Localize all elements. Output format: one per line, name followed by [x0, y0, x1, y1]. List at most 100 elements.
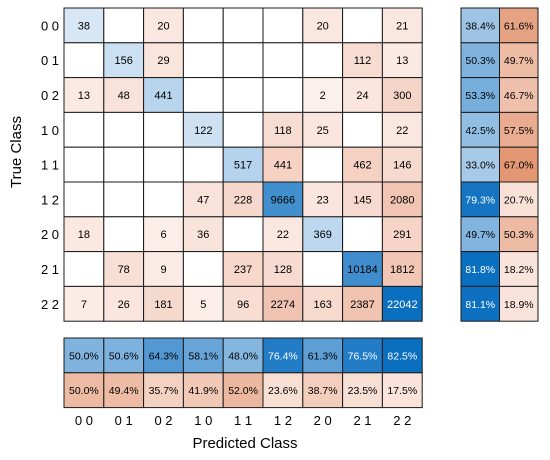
row-summary-correct-label: 81.8% [465, 264, 495, 276]
matrix-cell [63, 7, 105, 44]
predicted-class-tick-labels: 0 0 0 1 0 2 1 0 1 1 1 2 2 0 2 1 2 2 [75, 413, 411, 428]
row-summary-incorrect-label: 61.6% [504, 20, 534, 32]
matrix-cell-value: 24 [356, 90, 368, 102]
column-summary-incorrect-cell [262, 372, 304, 409]
matrix-cell-value: 369 [314, 229, 332, 241]
matrix-cell [222, 216, 264, 253]
matrix-cell-value: 22042 [387, 299, 418, 311]
matrix-cell-value: 47 [197, 194, 209, 206]
column-summary-correct-cell [103, 337, 145, 374]
matrix-cell [342, 181, 383, 218]
matrix-cell [182, 7, 224, 44]
column-summary-incorrect-cell [63, 372, 105, 409]
matrix-cell [182, 42, 224, 79]
matrix-cell-value: 441 [274, 160, 292, 172]
matrix-cell [302, 42, 344, 79]
matrix-cell-value: 118 [274, 125, 292, 137]
matrix-cell-value: 13 [396, 55, 408, 67]
matrix-cell [63, 285, 105, 322]
matrix-cell [63, 181, 105, 218]
row-summary-incorrect-label: 57.5% [504, 125, 534, 137]
matrix-cell [381, 111, 423, 148]
true-class-tick-labels: 0 0 0 1 0 2 1 0 1 1 1 2 2 0 2 1 2 2 [41, 18, 59, 311]
row-summary-correct-cell [460, 7, 500, 44]
matrix-cell [302, 77, 344, 113]
matrix-cell-value: 9 [160, 264, 166, 276]
matrix-cell-value: 25 [317, 125, 329, 137]
column-summary-correct-label: 48.0% [228, 350, 258, 362]
y-tick-label: 2 2 [41, 297, 59, 312]
row-summary-incorrect-label: 18.2% [504, 264, 534, 276]
matrix-cell-value: 2080 [390, 194, 414, 206]
matrix-cell-value: 20 [317, 20, 329, 32]
row-summary-incorrect-cell [499, 251, 539, 287]
matrix-cell-value: 291 [393, 229, 411, 241]
column-summary-correct-cell [222, 337, 264, 374]
matrix-cell-value: 20 [157, 20, 169, 32]
x-tick-label: 2 0 [314, 413, 332, 428]
matrix-cell [143, 146, 184, 183]
confusion-matrix-grid: 38 20 20 21 156 29 112 13 13 48 441 2 24 300 122 118 25 2… [63, 7, 423, 322]
matrix-cell-value: 6 [160, 229, 166, 241]
matrix-cell [302, 285, 344, 322]
column-summary-correct-cell [342, 337, 383, 374]
x-axis-label: Predicted Class [192, 435, 297, 452]
x-tick-label: 0 2 [154, 413, 172, 428]
matrix-cell [262, 42, 304, 79]
matrix-cell-value: 78 [118, 264, 130, 276]
column-summary-incorrect-label: 52.0% [228, 385, 258, 397]
matrix-cell-value: 5 [200, 299, 206, 311]
matrix-cell [63, 216, 105, 253]
matrix-cell-value: 10184 [347, 264, 378, 276]
matrix-cell [143, 7, 184, 44]
matrix-cell [302, 251, 344, 287]
matrix-cell-value: 163 [314, 299, 332, 311]
matrix-cell [143, 181, 184, 218]
row-summary-incorrect-label: 18.9% [504, 299, 534, 311]
matrix-cell [182, 146, 224, 183]
matrix-cell-value: 26 [118, 299, 130, 311]
column-summary-correct-label: 76.5% [348, 350, 378, 362]
row-summary-incorrect-label: 67.0% [504, 160, 534, 172]
row-summary-correct-cell [460, 285, 500, 322]
matrix-cell [103, 146, 145, 183]
matrix-cell [342, 285, 383, 322]
matrix-cell-value: 9666 [271, 194, 295, 206]
matrix-cell [262, 111, 304, 148]
matrix-cell-value: 2387 [350, 299, 374, 311]
matrix-cell [222, 285, 264, 322]
matrix-cell [222, 42, 264, 79]
column-summary-correct-label: 50.6% [109, 350, 139, 362]
column-summary-correct-label: 82.5% [387, 350, 417, 362]
matrix-cell [381, 42, 423, 79]
matrix-cell [182, 77, 224, 113]
matrix-cell-value: 36 [197, 229, 209, 241]
row-summary-incorrect-cell [499, 285, 539, 322]
row-summary-incorrect-cell [499, 7, 539, 44]
matrix-cell-value: 21 [396, 20, 408, 32]
column-summary-correct-cell [262, 337, 304, 374]
matrix-cell [262, 146, 304, 183]
row-summary-correct-label: 50.3% [465, 55, 495, 67]
matrix-cell-value: 228 [234, 194, 252, 206]
x-tick-label: 1 2 [274, 413, 292, 428]
row-summary-incorrect-label: 50.3% [504, 229, 534, 241]
y-tick-label: 1 0 [41, 123, 59, 138]
column-summary-incorrect-cell [103, 372, 145, 409]
matrix-cell-value: 1812 [390, 264, 414, 276]
column-summary-incorrect-label: 35.7% [149, 385, 179, 397]
row-summary-correct-label: 53.3% [465, 90, 495, 102]
row-summary-incorrect-label: 49.7% [504, 55, 534, 67]
matrix-cell-value: 517 [234, 160, 252, 172]
y-tick-label: 1 1 [41, 158, 59, 173]
matrix-cell [302, 146, 344, 183]
matrix-cell-value: 38 [78, 20, 90, 32]
matrix-cell [103, 77, 145, 113]
row-summary-correct-label: 49.7% [465, 229, 495, 241]
matrix-cell [262, 7, 304, 44]
matrix-cell [342, 216, 383, 253]
matrix-cell [222, 7, 264, 44]
row-summary-incorrect-label: 20.7% [504, 194, 534, 206]
column-summary-correct-label: 58.1% [188, 350, 218, 362]
